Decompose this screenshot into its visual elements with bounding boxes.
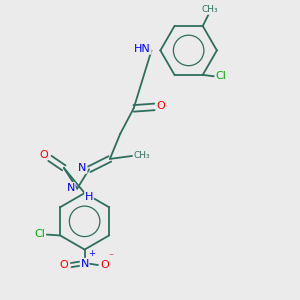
Text: N: N [80,259,89,269]
Text: O: O [100,260,109,270]
Text: CH₃: CH₃ [134,152,150,160]
Text: +: + [88,250,95,259]
Text: O: O [39,150,48,160]
Text: Cl: Cl [215,71,226,81]
Text: HN: HN [134,44,151,54]
Text: H: H [85,192,93,202]
Text: O: O [157,101,165,111]
Text: N: N [78,163,87,173]
Text: N: N [67,183,75,193]
Text: Cl: Cl [34,229,45,239]
Text: O: O [60,260,68,270]
Text: ⁻: ⁻ [109,252,114,262]
Text: CH₃: CH₃ [202,5,218,14]
